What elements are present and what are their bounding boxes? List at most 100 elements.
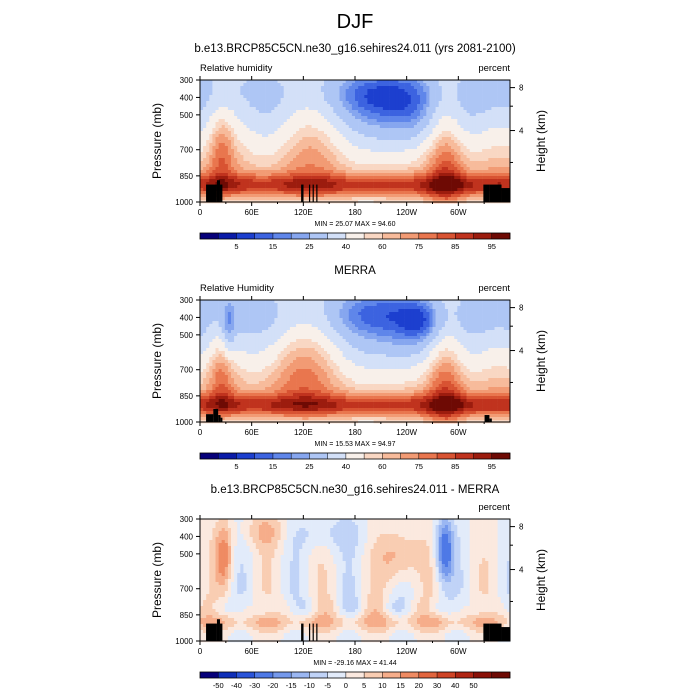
field-cell xyxy=(367,309,371,313)
field-cell xyxy=(413,116,418,120)
field-cell xyxy=(299,113,303,117)
field-cell xyxy=(271,89,275,93)
field-cell xyxy=(246,89,250,93)
field-cell xyxy=(382,188,387,192)
field-cell xyxy=(243,170,247,174)
field-cell xyxy=(224,125,229,129)
field-cell xyxy=(386,107,390,111)
field-cell xyxy=(364,110,368,114)
field-cell xyxy=(438,161,443,165)
field-cell xyxy=(286,158,291,162)
field-cell xyxy=(224,80,229,84)
field-cell xyxy=(327,194,331,198)
field-cell xyxy=(472,197,477,201)
field-cell xyxy=(351,167,356,171)
field-cell xyxy=(200,107,204,111)
field-cell xyxy=(351,176,356,180)
field-cell xyxy=(265,158,269,162)
field-cell xyxy=(280,137,284,141)
field-cell xyxy=(407,131,412,135)
field-cell xyxy=(286,140,291,144)
field-cell xyxy=(491,92,495,96)
field-cell xyxy=(398,164,402,168)
field-cell xyxy=(367,188,371,192)
field-cell xyxy=(382,306,387,310)
field-cell xyxy=(432,306,436,310)
field-cell xyxy=(491,179,495,183)
field-cell xyxy=(351,80,356,84)
field-cell xyxy=(268,83,272,87)
field-cell xyxy=(308,95,312,99)
field-cell xyxy=(454,89,458,93)
field-cell xyxy=(382,98,387,102)
field-cell xyxy=(494,116,498,120)
field-cell xyxy=(311,122,315,126)
field-cell xyxy=(417,309,421,313)
field-cell xyxy=(227,164,232,168)
field-cell xyxy=(265,122,269,126)
field-cell xyxy=(451,134,455,138)
field-cell xyxy=(488,182,492,186)
field-cell xyxy=(296,167,300,171)
field-cell xyxy=(299,173,303,177)
field-cell xyxy=(444,303,449,307)
field-cell xyxy=(252,158,257,162)
field-cell xyxy=(454,161,458,165)
field-cell xyxy=(482,116,486,120)
field-cell xyxy=(506,89,511,93)
field-cell xyxy=(407,321,412,325)
field-cell xyxy=(289,185,294,189)
field-cell xyxy=(200,131,204,135)
field-cell xyxy=(423,86,427,90)
field-cell xyxy=(500,164,505,168)
field-cell xyxy=(320,113,325,117)
field-cell xyxy=(215,152,219,156)
field-cell xyxy=(249,182,253,186)
field-cell xyxy=(494,140,498,144)
field-cell xyxy=(506,315,511,319)
field-cell xyxy=(333,98,337,102)
field-cell xyxy=(451,92,455,96)
field-cell xyxy=(479,306,483,310)
field-cell xyxy=(379,315,384,319)
field-cell xyxy=(243,98,247,102)
field-cell xyxy=(308,80,312,84)
field-cell xyxy=(500,176,505,180)
field-cell xyxy=(280,170,284,174)
field-cell xyxy=(506,125,511,129)
field-cell xyxy=(274,137,278,141)
field-cell xyxy=(376,110,381,114)
field-cell xyxy=(333,95,337,99)
field-cell xyxy=(379,300,384,304)
field-cell xyxy=(317,155,322,159)
field-cell xyxy=(221,86,226,90)
field-cell xyxy=(355,161,359,165)
field-cell xyxy=(441,134,446,138)
field-cell xyxy=(231,134,235,138)
field-cell xyxy=(327,113,331,117)
field-cell xyxy=(448,137,452,141)
field-cell xyxy=(348,176,353,180)
field-cell xyxy=(472,89,477,93)
field-cell xyxy=(413,143,418,147)
field-cell xyxy=(296,306,300,310)
field-cell xyxy=(231,116,235,120)
field-cell xyxy=(398,119,402,123)
field-cell xyxy=(488,152,492,156)
field-cell xyxy=(463,161,467,165)
field-cell xyxy=(200,318,204,322)
y-tick-label: 1000 xyxy=(175,198,193,207)
field-cell xyxy=(268,80,272,84)
field-cell xyxy=(500,182,505,186)
field-cell xyxy=(224,158,229,162)
field-cell xyxy=(258,303,263,307)
field-cell xyxy=(494,306,498,310)
field-cell xyxy=(317,194,322,198)
field-cell xyxy=(283,80,288,84)
field-cell xyxy=(327,173,331,177)
field-cell xyxy=(451,128,455,132)
field-cell xyxy=(448,170,452,174)
field-cell xyxy=(320,128,325,132)
field-cell xyxy=(271,119,275,123)
field-cell xyxy=(255,98,260,102)
